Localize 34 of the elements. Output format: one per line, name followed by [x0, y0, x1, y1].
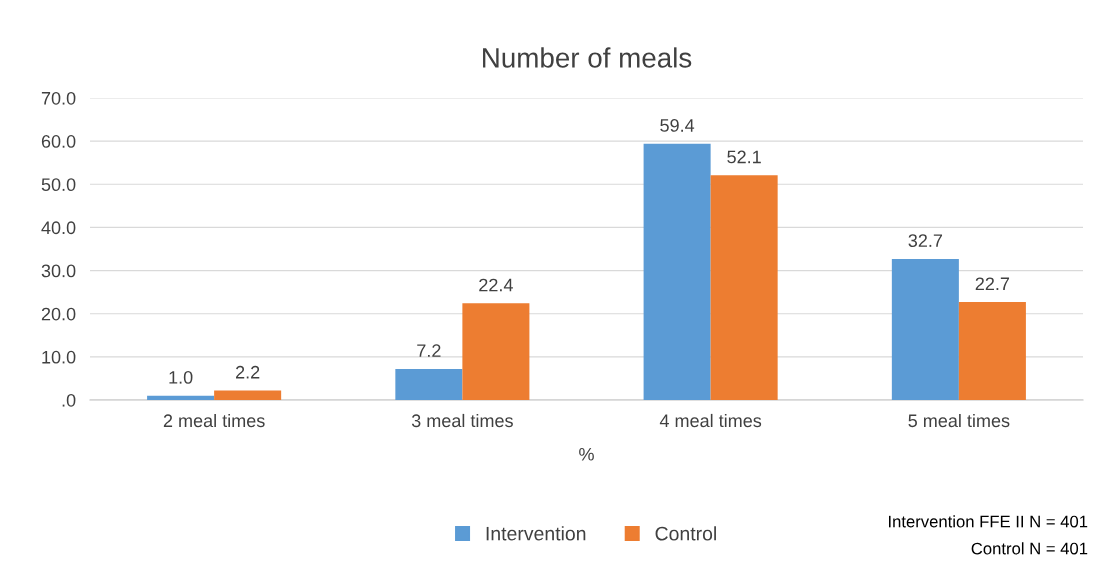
- data-label: 52.1: [727, 150, 761, 164]
- legend-label: Control: [655, 526, 716, 541]
- x-tick-label: 5 meal times: [908, 413, 1010, 428]
- x-tick-label: 2 meal times: [163, 413, 265, 428]
- y-tick-label: 70.0: [41, 91, 76, 105]
- y-tick-label: 10.0: [42, 350, 76, 364]
- bar: [214, 390, 282, 400]
- legend-label: Intervention: [486, 526, 586, 541]
- data-label: 1.0: [169, 371, 193, 384]
- y-tick-label: 20.0: [41, 307, 76, 321]
- y-tick-label: 50.0: [41, 178, 76, 192]
- data-label: 32.7: [908, 234, 943, 248]
- bar: [147, 395, 215, 400]
- x-tick-label: 4 meal times: [659, 413, 762, 428]
- y-tick-label: .0: [62, 393, 76, 407]
- text: Intervention FFE II N = 401: [888, 515, 1088, 528]
- x-axis-title: %: [579, 447, 594, 461]
- bar: [891, 258, 959, 400]
- chart-title: Number of meals: [483, 47, 692, 68]
- bar: [710, 175, 778, 400]
- y-tick-label: 30.0: [41, 264, 76, 278]
- text: Control N = 401: [971, 542, 1088, 555]
- y-tick-label: 60.0: [41, 135, 76, 148]
- bar: [462, 303, 530, 400]
- bar: [643, 143, 711, 400]
- data-label: 22.4: [479, 278, 513, 292]
- data-label: 22.7: [975, 277, 1010, 290]
- x-tick-label: 3 meal times: [411, 413, 513, 428]
- bar: [958, 302, 1026, 400]
- data-label: 7.2: [417, 344, 441, 357]
- bar: [395, 368, 463, 400]
- y-tick-label: 40.0: [41, 221, 76, 235]
- data-label: 59.4: [660, 119, 695, 132]
- data-label: 2.2: [236, 365, 260, 379]
